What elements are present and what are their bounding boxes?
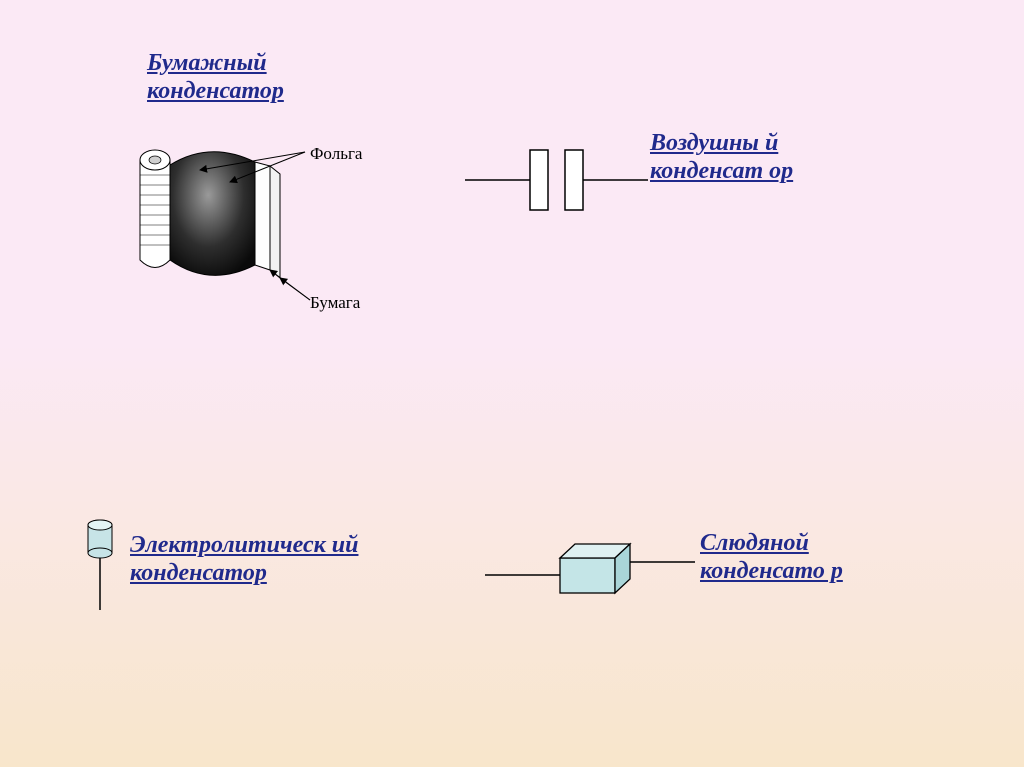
mica-capacitor-icon (480, 530, 700, 610)
air-capacitor-title: Воздушны й конденсат ор (650, 130, 810, 185)
electrolytic-capacitor-title: Электролитическ ий конденсатор (130, 532, 390, 587)
air-capacitor-icon (460, 140, 650, 220)
paper-capacitor-title: Бумажный конденсатор (147, 50, 407, 105)
mica-capacitor-title: Слюдяной конденсато р (700, 530, 870, 585)
diagram-canvas: Бумажный конденсатор Воздушны й конденса… (0, 0, 1024, 767)
paper-capacitor-icon (120, 130, 380, 320)
electrolytic-capacitor-icon (80, 515, 130, 615)
